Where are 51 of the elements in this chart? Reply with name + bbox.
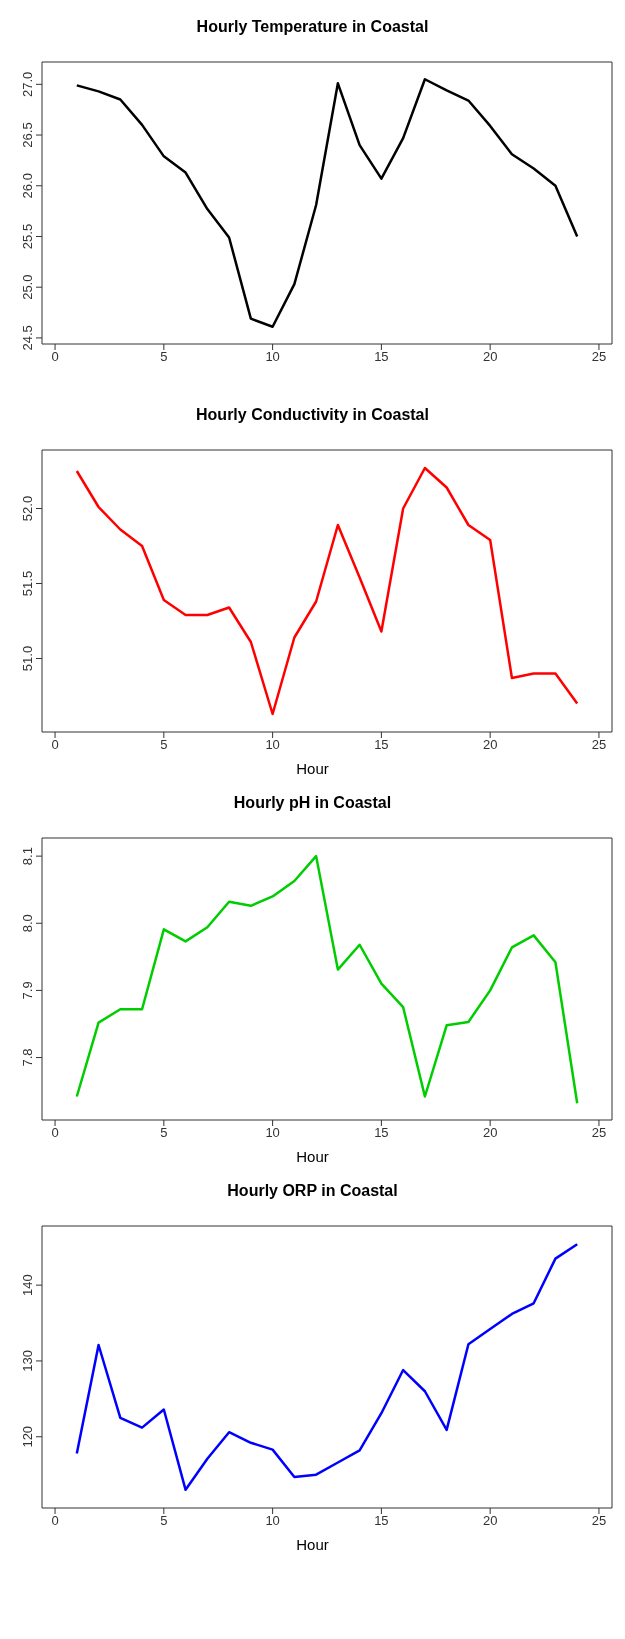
y-tick-label: 25.0	[20, 274, 35, 300]
y-tick-label: 8.1	[20, 847, 35, 866]
x-axis-title: Hour	[295, 760, 330, 779]
x-tick-label: 20	[482, 737, 498, 753]
x-axis-title: Hour	[295, 1148, 330, 1167]
line-series	[75, 466, 579, 716]
chart-title: Hourly Conductivity in Coastal	[195, 405, 430, 425]
y-tick-label: 27.0	[20, 71, 35, 97]
x-tick-label: 0	[51, 1513, 59, 1529]
x-tick-label: 0	[51, 737, 59, 753]
x-tick-label: 5	[160, 349, 168, 365]
x-tick-label: 5	[160, 1513, 168, 1529]
y-tick-label: 26.0	[20, 173, 35, 199]
y-tick-label: 51.5	[20, 570, 35, 597]
y-tick-label: 120	[20, 1425, 35, 1448]
x-tick-label: 20	[482, 1125, 498, 1141]
y-tick-label: 7.8	[20, 1048, 35, 1067]
x-tick-label: 15	[374, 1125, 389, 1141]
x-tick-label: 10	[265, 737, 280, 753]
x-tick-label: 0	[51, 349, 59, 365]
y-tick-label: 140	[20, 1274, 35, 1296]
x-tick-label: 20	[482, 1513, 498, 1529]
x-tick-label: 10	[265, 349, 280, 365]
x-tick-label: 25	[591, 737, 607, 753]
chart-title: Hourly Temperature in Coastal	[195, 17, 430, 37]
y-tick-label: 8.0	[20, 914, 35, 933]
line-series	[75, 1242, 579, 1492]
y-tick-label: 7.9	[20, 981, 35, 1000]
x-tick-label: 0	[51, 1125, 59, 1141]
y-tick-label: 25.5	[20, 223, 35, 250]
line-series	[75, 854, 579, 1105]
y-tick-label: 130	[20, 1350, 35, 1372]
y-tick-label: 51.0	[20, 645, 35, 672]
x-tick-label: 25	[591, 349, 607, 365]
x-tick-label: 10	[265, 1125, 280, 1141]
line-series	[75, 78, 579, 329]
x-axis-title: Hour	[295, 1536, 330, 1555]
x-tick-label: 10	[265, 1513, 280, 1529]
x-tick-label: 25	[591, 1513, 607, 1529]
y-tick-label: 26.5	[20, 122, 35, 148]
chart-title: Hourly ORP in Coastal	[226, 1181, 399, 1201]
x-tick-label: 5	[160, 1125, 168, 1141]
y-tick-label: 52.0	[20, 495, 35, 522]
chart-title: Hourly pH in Coastal	[232, 793, 393, 813]
x-tick-label: 5	[160, 737, 168, 753]
y-tick-label: 24.5	[20, 325, 35, 351]
x-tick-label: 15	[374, 1513, 389, 1529]
x-tick-label: 20	[482, 349, 498, 365]
x-tick-label: 25	[591, 1125, 607, 1141]
x-tick-label: 15	[374, 737, 389, 753]
x-tick-label: 15	[374, 349, 389, 365]
